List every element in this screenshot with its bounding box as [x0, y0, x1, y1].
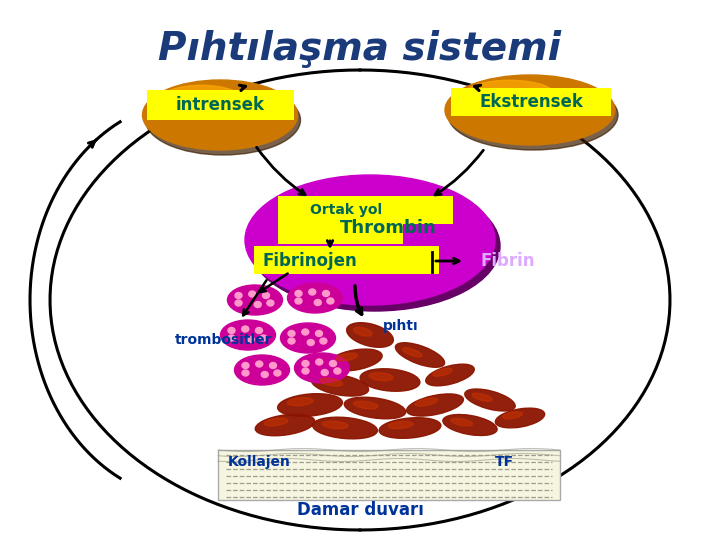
Ellipse shape [228, 285, 282, 315]
Text: Damar duvarı: Damar duvarı [297, 501, 423, 519]
Text: Thrombin: Thrombin [340, 219, 437, 237]
Ellipse shape [388, 421, 413, 429]
Ellipse shape [320, 378, 343, 386]
Ellipse shape [302, 368, 309, 374]
Ellipse shape [314, 300, 321, 306]
Ellipse shape [369, 373, 393, 381]
Ellipse shape [451, 418, 472, 426]
Ellipse shape [323, 291, 330, 296]
Ellipse shape [242, 362, 249, 368]
Ellipse shape [472, 393, 492, 401]
Ellipse shape [302, 361, 309, 367]
Text: trombositler: trombositler [175, 333, 272, 347]
Ellipse shape [287, 283, 343, 313]
Ellipse shape [334, 368, 341, 374]
Text: Ortak yol: Ortak yol [310, 203, 382, 217]
FancyBboxPatch shape [451, 88, 611, 116]
FancyBboxPatch shape [254, 246, 439, 274]
Ellipse shape [433, 368, 452, 376]
FancyBboxPatch shape [278, 224, 403, 244]
Text: Pıhtılaşma sistemi: Pıhtılaşma sistemi [158, 30, 562, 68]
Ellipse shape [360, 369, 420, 392]
Ellipse shape [463, 80, 557, 112]
Ellipse shape [330, 361, 336, 367]
Ellipse shape [328, 349, 382, 371]
Ellipse shape [311, 374, 369, 396]
Ellipse shape [264, 418, 288, 426]
Text: pıhtı: pıhtı [383, 319, 418, 333]
Ellipse shape [242, 370, 249, 376]
Ellipse shape [269, 362, 276, 368]
Ellipse shape [354, 327, 372, 336]
Ellipse shape [443, 415, 497, 435]
Ellipse shape [235, 293, 242, 299]
Ellipse shape [288, 330, 295, 336]
Ellipse shape [145, 85, 300, 155]
Ellipse shape [274, 370, 281, 376]
Ellipse shape [402, 348, 422, 357]
Ellipse shape [315, 330, 323, 336]
Ellipse shape [260, 335, 267, 341]
Ellipse shape [295, 298, 302, 304]
Ellipse shape [312, 417, 377, 439]
Ellipse shape [278, 394, 343, 416]
FancyBboxPatch shape [147, 90, 294, 120]
Ellipse shape [321, 369, 328, 375]
Ellipse shape [295, 291, 302, 296]
Ellipse shape [307, 340, 314, 346]
Bar [218, 450, 560, 500]
Ellipse shape [448, 80, 618, 150]
Ellipse shape [254, 301, 261, 307]
Ellipse shape [228, 335, 235, 341]
Ellipse shape [316, 359, 323, 365]
Ellipse shape [302, 329, 309, 335]
Ellipse shape [235, 355, 289, 385]
Ellipse shape [228, 327, 235, 334]
Ellipse shape [503, 411, 523, 419]
Ellipse shape [309, 289, 316, 295]
Ellipse shape [415, 398, 438, 406]
Ellipse shape [407, 394, 464, 416]
Ellipse shape [495, 408, 544, 428]
Ellipse shape [445, 75, 615, 145]
Ellipse shape [323, 421, 348, 429]
Text: Fibrin: Fibrin [480, 252, 534, 270]
Text: Kollajen: Kollajen [228, 455, 291, 469]
Ellipse shape [379, 417, 441, 438]
Text: Ekstrensek: Ekstrensek [479, 93, 583, 111]
Ellipse shape [248, 291, 256, 297]
Ellipse shape [426, 364, 474, 386]
Ellipse shape [250, 181, 500, 311]
Ellipse shape [294, 353, 349, 383]
Ellipse shape [287, 397, 313, 406]
Ellipse shape [354, 401, 378, 409]
Ellipse shape [235, 300, 242, 306]
Ellipse shape [288, 338, 295, 344]
Text: intrensek: intrensek [176, 96, 264, 114]
Ellipse shape [159, 85, 244, 117]
Ellipse shape [256, 327, 263, 334]
Ellipse shape [261, 372, 269, 377]
Text: TF: TF [495, 455, 514, 469]
Ellipse shape [267, 300, 274, 306]
Ellipse shape [344, 397, 406, 419]
Ellipse shape [281, 323, 336, 353]
Ellipse shape [256, 361, 263, 367]
Ellipse shape [256, 414, 315, 436]
FancyBboxPatch shape [278, 196, 453, 224]
Ellipse shape [220, 320, 276, 350]
Ellipse shape [346, 323, 393, 347]
Ellipse shape [247, 336, 254, 342]
Ellipse shape [245, 175, 495, 305]
Ellipse shape [143, 80, 297, 150]
Ellipse shape [242, 326, 248, 332]
Ellipse shape [263, 293, 269, 299]
Ellipse shape [336, 353, 358, 361]
Ellipse shape [395, 343, 445, 367]
Ellipse shape [320, 338, 327, 344]
Ellipse shape [465, 389, 516, 411]
Ellipse shape [327, 298, 334, 304]
Text: Fibrinojen: Fibrinojen [263, 252, 358, 270]
